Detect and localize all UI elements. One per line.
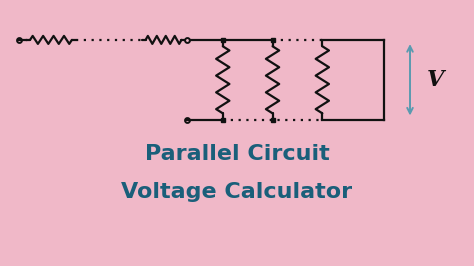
- Text: V: V: [427, 69, 444, 91]
- Text: Parallel Circuit: Parallel Circuit: [145, 144, 329, 164]
- Text: Voltage Calculator: Voltage Calculator: [121, 181, 353, 202]
